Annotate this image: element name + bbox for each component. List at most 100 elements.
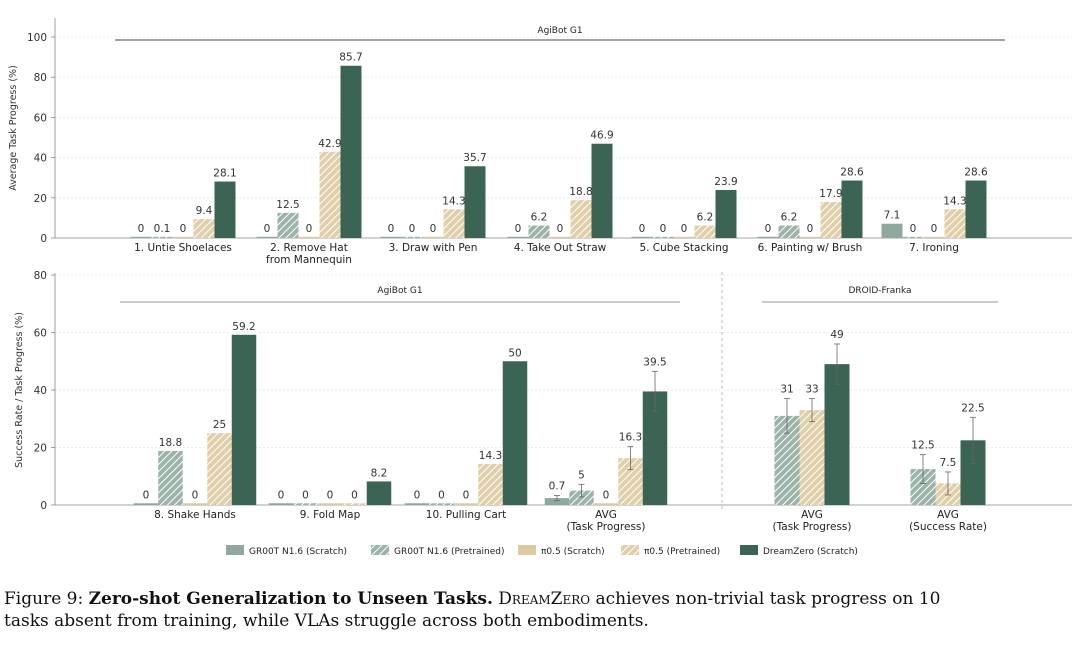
top-value-label: 35.7 [463, 152, 486, 164]
bottom-tick-label: 80 [34, 270, 47, 282]
top-value-label: 0 [681, 223, 688, 235]
bottom-value-label: 25 [213, 419, 226, 431]
top-value-label: 0 [557, 223, 564, 235]
bottom-value-label: 39.5 [643, 356, 666, 368]
top-bar [130, 236, 152, 238]
top-value-label: 0 [430, 223, 437, 235]
bottom-bar [133, 503, 159, 505]
figure-chart: 0 20 40 60 80 100 Average Task Progress (%) A… [8, 18, 1072, 557]
top-value-label: 0 [409, 223, 416, 235]
top-category-label: 3. Draw with Pen [389, 242, 478, 254]
top-value-label: 0.1 [154, 223, 171, 235]
top-category-label: 2. Remove Hat [270, 242, 348, 254]
legend-swatch [740, 545, 758, 555]
bottom-bar [429, 503, 454, 505]
bottom-value-label: 0 [192, 489, 199, 501]
top-value-label: 42.9 [318, 138, 341, 150]
top-y-axis-label: Average Task Progress (%) [8, 65, 19, 191]
bottom-bar [317, 503, 343, 505]
top-tick-label: 100 [27, 32, 47, 44]
bottom-y-axis-label: Success Rate / Task Progress (%) [14, 312, 25, 468]
top-y-ticks: 0 20 40 60 80 100 [27, 32, 55, 245]
droid-category-label: AVG [937, 509, 959, 521]
bottom-value-label: 0 [351, 489, 358, 501]
top-value-label: 6.2 [531, 212, 548, 224]
top-value-label: 6.2 [697, 212, 714, 224]
top-value-label: 0 [660, 223, 667, 235]
top-value-label: 0 [264, 223, 271, 235]
top-category-label: 5. Cube Stacking [639, 242, 728, 254]
top-value-label: 0 [515, 223, 522, 235]
bottom-bar [366, 481, 392, 505]
legend-label: GR00T N1.6 (Scratch) [249, 547, 347, 557]
top-value-label: 6.2 [781, 212, 798, 224]
legend-label: π0.5 (Scratch) [541, 547, 605, 557]
bottom-value-label: 8.2 [371, 467, 388, 479]
bottom-category-label: AVG [595, 509, 617, 521]
bottom-tick-label: 60 [34, 328, 47, 340]
top-value-label: 17.9 [819, 188, 842, 200]
bottom-category-label: (Task Progress) [566, 521, 645, 533]
top-tick-label: 40 [34, 153, 47, 165]
top-value-label: 0 [931, 223, 938, 235]
legend-swatch [226, 545, 244, 555]
bottom-value-label: 18.8 [159, 437, 182, 449]
bottom-bar [569, 490, 594, 505]
droid-value-label: 31 [780, 384, 793, 396]
legend-label: DreamZero (Scratch) [763, 547, 858, 557]
top-bar [631, 236, 653, 238]
top-bar [340, 65, 362, 238]
droid-value-label: 33 [805, 384, 818, 396]
top-value-label: 85.7 [339, 52, 362, 64]
legend-label: π0.5 (Pretrained) [644, 547, 720, 557]
bottom-bar [544, 498, 570, 505]
caption-brand: DreamZero [498, 589, 591, 609]
top-value-label: 0 [807, 223, 814, 235]
top-value-label: 0 [639, 223, 646, 235]
top-bar [298, 236, 320, 238]
bottom-value-label: 5 [578, 469, 585, 481]
top-bar [443, 209, 465, 238]
top-bar [820, 202, 842, 238]
bottom-bar [207, 433, 232, 505]
bottom-category-label: 8. Shake Hands [154, 509, 236, 521]
bottom-bar [502, 361, 528, 505]
droid-category-label: (Success Rate) [909, 521, 987, 533]
caption-line2: tasks absent from training, while VLAs s… [4, 611, 649, 631]
bottom-tick-label: 20 [34, 443, 47, 455]
top-bar [591, 143, 613, 238]
bottom-y-ticks: 0 20 40 60 80 [34, 270, 55, 512]
top-bar [757, 236, 779, 238]
bottom-value-label: 0 [603, 489, 610, 501]
top-tick-label: 60 [34, 112, 47, 124]
bottom-bar [453, 503, 479, 505]
bottom-tick-label: 40 [34, 385, 47, 397]
bottom-value-label: 0.7 [549, 481, 566, 493]
top-value-label: 0 [306, 223, 313, 235]
top-value-label: 0 [180, 223, 187, 235]
caption-rest: achieves non-trivial task progress on 10 [590, 589, 941, 609]
bottom-bar [293, 503, 318, 505]
top-bar [256, 236, 278, 238]
top-bar [422, 236, 444, 238]
droid-value-label: 22.5 [961, 402, 984, 414]
top-gridlines [55, 36, 1072, 199]
top-bar [652, 236, 674, 238]
top-bar [172, 236, 194, 238]
bottom-category-label: 10. Pulling Cart [426, 509, 506, 521]
top-category-label: 7. Ironing [909, 242, 959, 254]
bottom-bar [268, 503, 294, 505]
caption-bold: Zero-shot Generalization to Unseen Tasks… [88, 589, 493, 609]
top-bar [319, 151, 341, 238]
bottom-category-labels: 8. Shake Hands 9. Fold Map 10. Pulling Car… [154, 509, 987, 533]
top-tick-label: 0 [40, 233, 47, 245]
top-bar [841, 180, 863, 238]
top-category-label: 1. Untie Shoelaces [134, 242, 232, 254]
bottom-gridlines [55, 274, 1072, 448]
top-value-label: 7.1 [884, 210, 901, 222]
top-value-label: 28.6 [964, 167, 988, 179]
bottom-bar [478, 463, 503, 505]
bottom-value-label: 50 [508, 347, 521, 359]
top-panel: 0 20 40 60 80 100 Average Task Progress (%) A… [8, 18, 1072, 266]
